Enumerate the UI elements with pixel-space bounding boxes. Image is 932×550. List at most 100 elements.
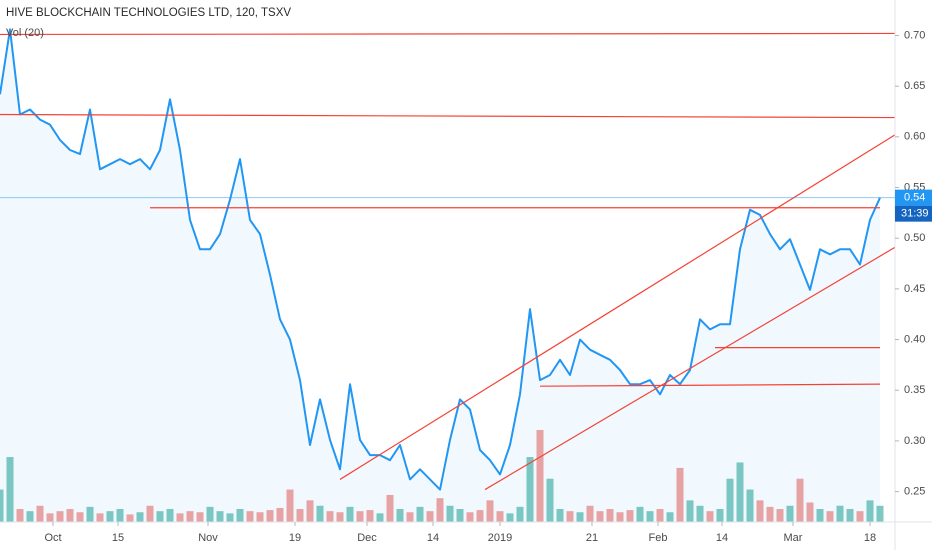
x-tick-label: Nov [198, 532, 218, 544]
y-tick-label: 0.25 [904, 485, 925, 497]
volume-bar [836, 505, 844, 522]
x-tick-label: 14 [427, 532, 439, 544]
volume-bar [496, 511, 504, 522]
volume-bar [306, 500, 314, 522]
volume-bar [346, 506, 354, 522]
volume-bar [506, 513, 514, 522]
volume-bar [466, 512, 474, 522]
volume-bar [486, 500, 494, 522]
y-tick-label: 0.70 [904, 29, 925, 41]
volume-bar [216, 511, 224, 522]
y-tick-label: 0.60 [904, 131, 925, 143]
volume-bar [406, 512, 414, 522]
volume-bar [316, 505, 324, 522]
volume-bar [716, 509, 724, 522]
volume-bar [456, 509, 464, 522]
volume-bar [696, 505, 704, 522]
trend-line [0, 113, 896, 119]
y-tick-label: 0.50 [904, 232, 925, 244]
volume-bar [126, 514, 134, 522]
volume-bar [196, 512, 204, 522]
volume-bar [556, 509, 564, 522]
volume-bar [726, 478, 734, 522]
volume-bar [436, 498, 444, 522]
volume-bar [256, 512, 264, 522]
volume-bar [186, 511, 194, 522]
volume-bar [606, 509, 614, 522]
volume-bar [56, 511, 64, 522]
volume-bar [336, 512, 344, 522]
volume-bar [676, 467, 684, 522]
x-tick-label: 19 [289, 532, 301, 544]
x-tick-label: Feb [649, 532, 668, 544]
volume-bar [846, 509, 854, 522]
y-tick-label: 0.35 [904, 384, 925, 396]
volume-bar [286, 489, 294, 522]
volume-bar [596, 511, 604, 522]
volume-bar [656, 509, 664, 522]
volume-bar [446, 505, 454, 522]
volume-bar [706, 511, 714, 522]
volume-bar [516, 506, 524, 522]
volume-bar [396, 509, 404, 522]
y-tick-label: 0.45 [904, 283, 925, 295]
volume-bar [106, 511, 114, 522]
volume-bar [156, 511, 164, 522]
trend-line [0, 32, 896, 36]
volume-bar [686, 500, 694, 522]
volume-bar [746, 489, 754, 522]
volume-bar [626, 510, 634, 522]
x-tick-label: 2019 [488, 532, 512, 544]
volume-bar [426, 511, 434, 522]
volume-bar [866, 500, 874, 522]
trend-line [539, 383, 881, 387]
volume-bar [206, 506, 214, 522]
x-tick-label: 15 [112, 532, 124, 544]
volume-bar [416, 506, 424, 522]
last-price-box [895, 189, 932, 206]
volume-bar [876, 505, 884, 522]
volume-bar [546, 478, 554, 522]
x-tick-label: Mar [784, 532, 803, 544]
volume-bar [356, 511, 364, 522]
volume-bar [26, 511, 34, 522]
volume-bar [366, 510, 374, 522]
volume-bar [236, 509, 244, 522]
price-line [0, 28, 881, 491]
countdown-box [895, 205, 932, 222]
volume-bar [376, 513, 384, 522]
y-tick-label: 0.30 [904, 435, 925, 447]
volume-bar [46, 513, 54, 522]
volume-bar [116, 509, 124, 522]
volume-bar [756, 500, 764, 522]
volume-bar [796, 478, 804, 522]
volume-label: Vol (20) [6, 27, 44, 39]
volume-bar [816, 509, 824, 522]
volume-bar [576, 512, 584, 522]
chart-title: HIVE BLOCKCHAIN TECHNOLOGIES LTD, 120, T… [6, 7, 291, 19]
volume-bar [736, 462, 744, 522]
volume-bar [76, 512, 84, 522]
y-tick-label: 0.65 [904, 80, 925, 92]
last-price-label: 0.54 [904, 192, 925, 204]
volume-bar [616, 512, 624, 522]
volume-bar [86, 506, 94, 522]
x-tick-label: Oct [44, 532, 61, 544]
volume-bar [566, 511, 574, 522]
volume-bar [16, 509, 24, 522]
volume-bar [666, 512, 674, 522]
volume-bar [586, 505, 594, 522]
volume-bar [296, 509, 304, 522]
volume-bar [526, 457, 534, 522]
x-tick-label: 14 [716, 532, 728, 544]
volume-bar [636, 506, 644, 522]
volume-bar [36, 505, 44, 522]
trend-line [339, 134, 896, 480]
countdown-label: 31:39 [901, 208, 929, 220]
volume-bar [166, 509, 174, 522]
volume-bar [0, 489, 4, 522]
x-tick-label: 21 [586, 532, 598, 544]
volume-bar [266, 510, 274, 522]
volume-bar [246, 511, 254, 522]
